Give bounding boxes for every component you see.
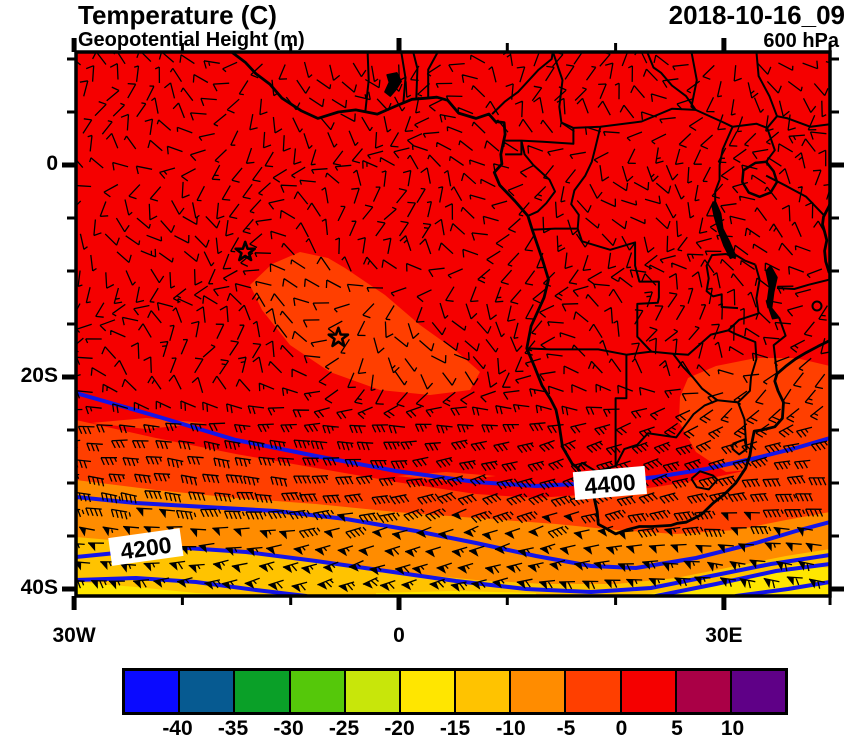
colorbar-tick-label: 5	[671, 717, 683, 740]
colorbar-cell	[235, 671, 291, 712]
colorbar-tick-label: -5	[556, 717, 576, 740]
colorbar-cell	[621, 671, 677, 712]
colorbar-tick-label: 10	[720, 717, 745, 740]
contour-label-4400: 4400	[572, 465, 647, 501]
colorbar-cell	[676, 671, 732, 712]
lat-tick-label: 20S	[20, 364, 58, 387]
lon-tick-label: 30E	[705, 624, 743, 647]
chart-title: Temperature (C)	[78, 0, 277, 30]
colorbar-cell	[456, 671, 512, 712]
axis-ticks	[62, 38, 844, 610]
wind-barbs-layer	[76, 52, 830, 593]
colorbar-cell	[400, 671, 457, 712]
lon-tick-label: 0	[393, 624, 405, 647]
colorbar-cell	[290, 671, 346, 712]
colorbar	[122, 668, 788, 715]
colorbar-cell	[345, 671, 401, 712]
colorbar-tick-label: -35	[217, 717, 249, 740]
colorbar-cell	[511, 671, 567, 712]
colorbar-cell	[731, 671, 786, 712]
pressure-level: 600 hPa	[763, 30, 839, 52]
lat-tick-label: 40S	[20, 576, 58, 599]
colorbar-tick-label: -40	[162, 717, 193, 740]
lon-tick-label: 30W	[52, 624, 96, 647]
colorbar-cell	[566, 671, 622, 712]
chart-subtitle: Geopotential Height (m)	[78, 29, 305, 51]
colorbar-cell	[125, 671, 181, 712]
station-star-markers	[234, 240, 350, 348]
colorbar-tick-label: 0	[615, 717, 628, 740]
colorbar-tick-label: -30	[273, 717, 304, 740]
colorbar-cell	[180, 671, 236, 712]
colorbar-tick-label: -20	[384, 717, 415, 740]
colorbar-tick-label: -10	[495, 717, 526, 740]
svg-text:4400: 4400	[583, 469, 636, 499]
valid-datetime: 2018-10-16_09	[668, 0, 845, 30]
colorbar-tick-label: -25	[328, 717, 360, 740]
colorbar-tick-label: -15	[439, 717, 471, 740]
lat-tick-label: 0	[46, 152, 58, 175]
